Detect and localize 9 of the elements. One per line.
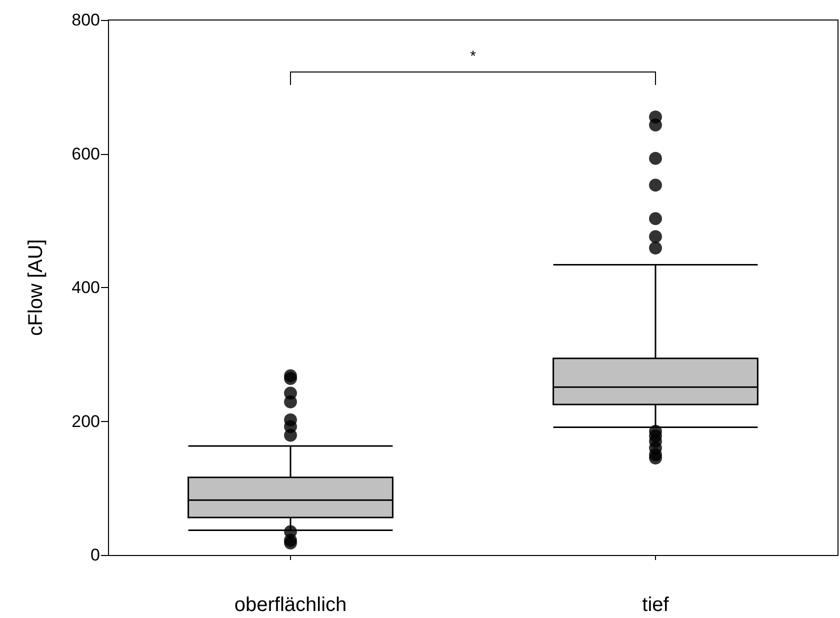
x-tick-label: tief — [642, 594, 670, 616]
y-tick-label: 800 — [72, 10, 100, 30]
y-axis-title: cFlow [AU] — [25, 239, 47, 336]
y-tick-label: 0 — [90, 546, 100, 564]
annotation: * — [469, 48, 477, 65]
x-tick-label: oberflächlich — [234, 594, 347, 616]
y-tick-label: 600 — [72, 144, 100, 164]
y-tick-label: 200 — [72, 412, 100, 431]
y-tick-label: 400 — [72, 278, 100, 297]
